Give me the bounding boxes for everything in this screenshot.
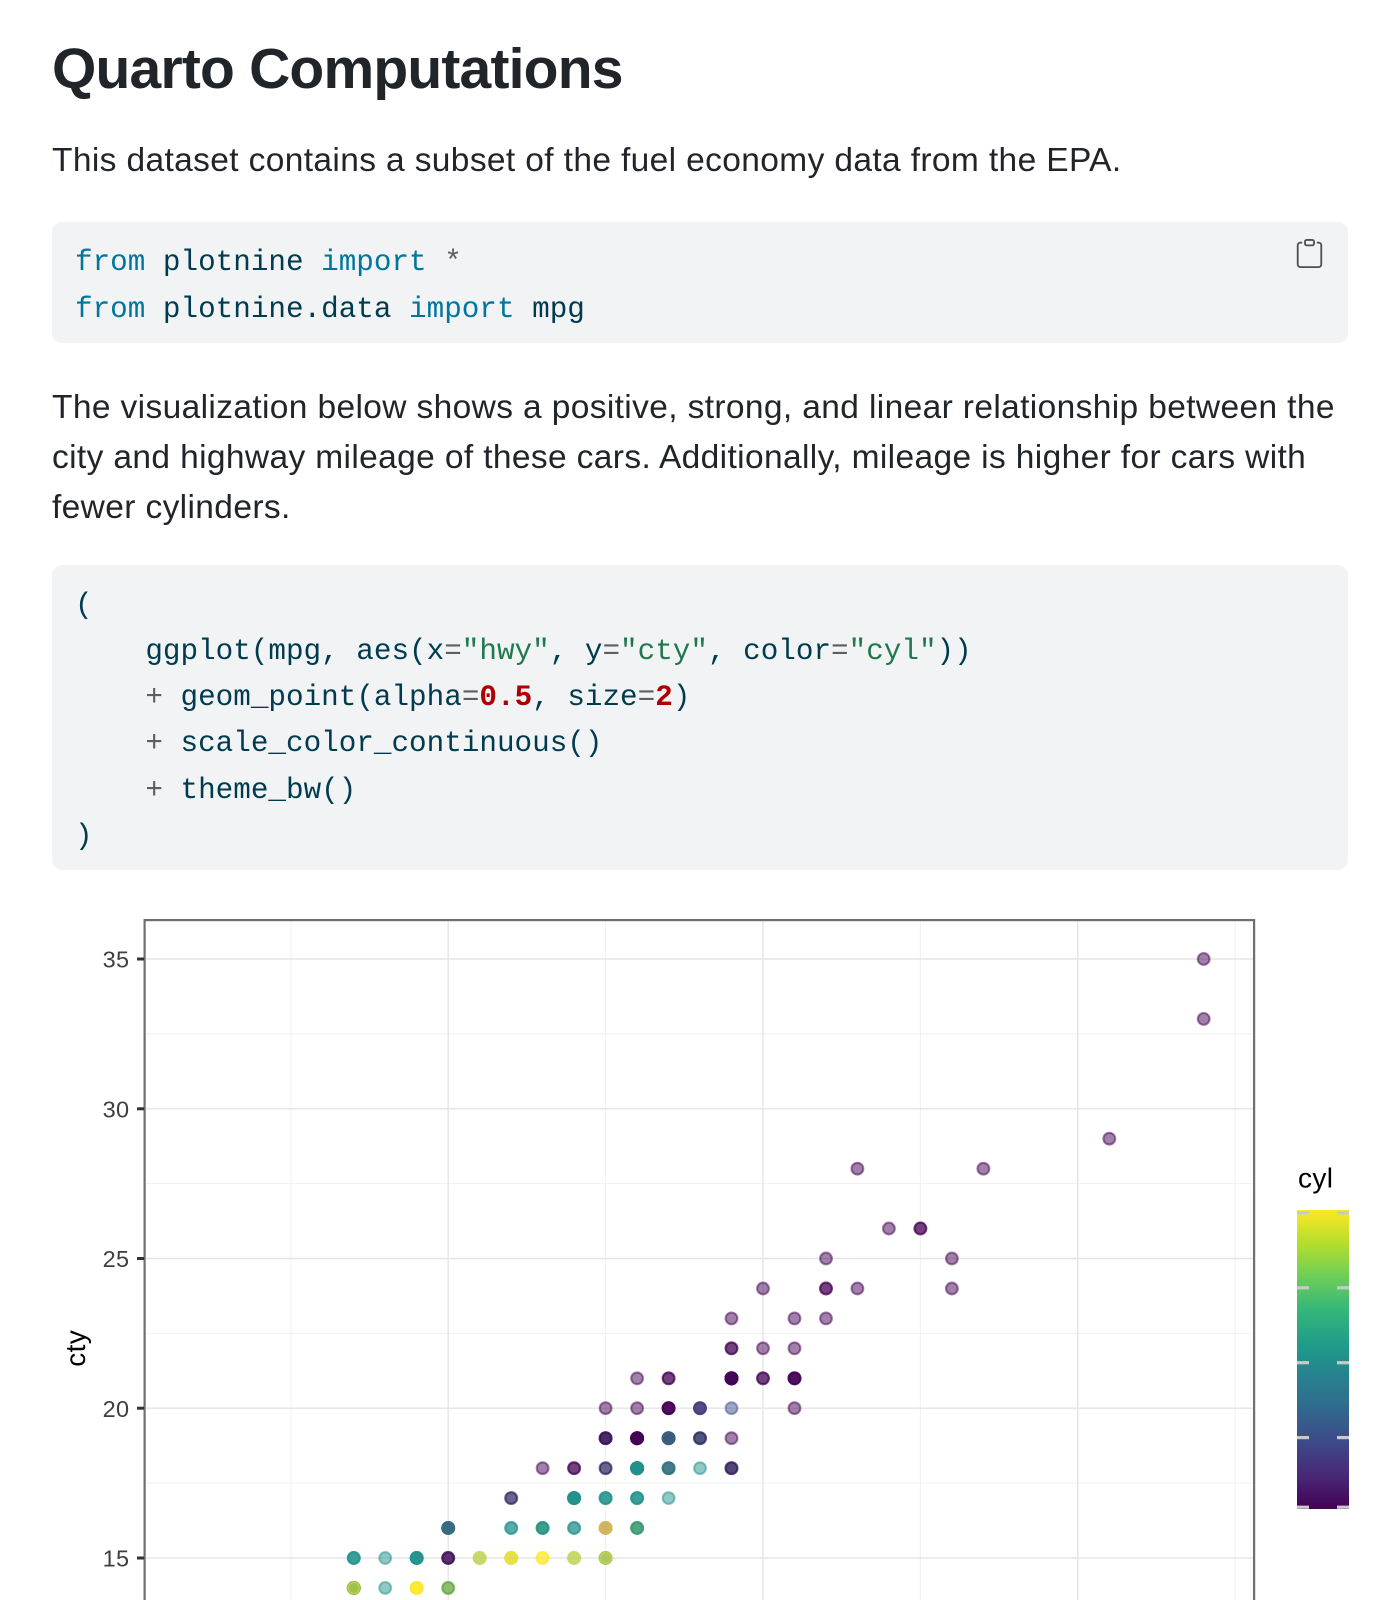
svg-text:15: 15 xyxy=(103,1546,130,1572)
svg-text:35: 35 xyxy=(103,947,130,973)
svg-text:cty: cty xyxy=(60,1330,91,1367)
svg-text:cyl: cyl xyxy=(1298,1163,1333,1194)
svg-text:20: 20 xyxy=(103,1396,130,1422)
svg-text:30: 30 xyxy=(103,1096,130,1122)
svg-text:25: 25 xyxy=(103,1246,130,1272)
